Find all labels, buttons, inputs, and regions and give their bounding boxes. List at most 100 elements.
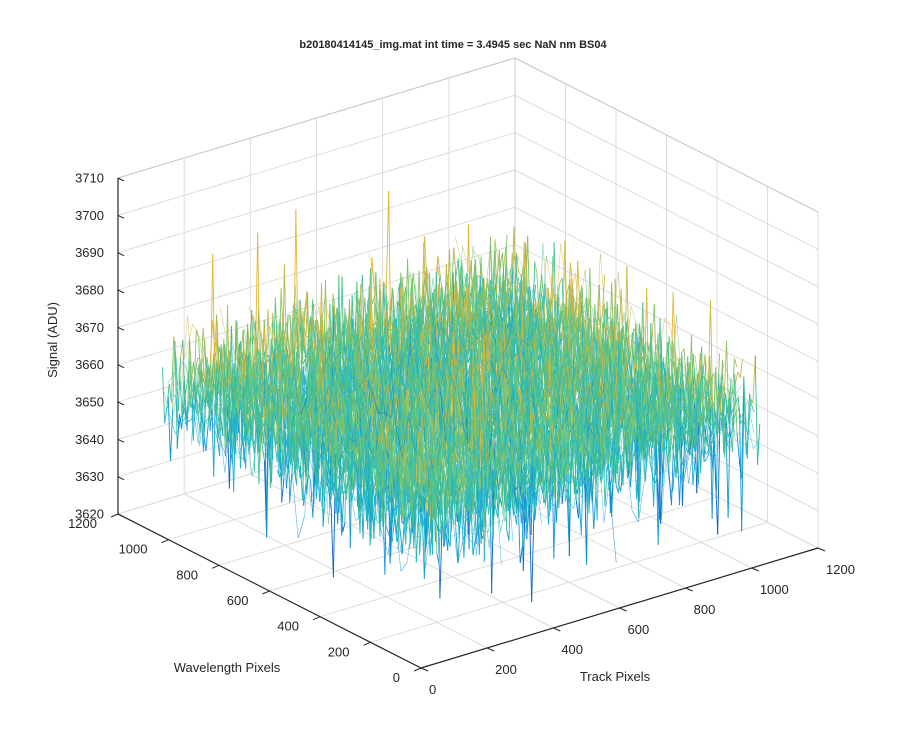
surface-segment [626, 357, 630, 390]
chart-title: b20180414145_img.mat int time = 3.4945 s… [299, 39, 607, 51]
surface-segment [526, 317, 530, 369]
surface-segment [503, 247, 507, 267]
surface-segment [179, 413, 183, 430]
surface-segment [334, 469, 338, 488]
surface-segment [185, 372, 189, 390]
surface-segment [351, 295, 355, 346]
surface-segment [461, 348, 466, 369]
surface-segment [353, 441, 357, 456]
surface-segment [455, 258, 459, 278]
surface-segment [437, 255, 441, 276]
surface-segment [451, 247, 455, 293]
surface-segment [424, 236, 428, 284]
surface-segment [172, 341, 176, 410]
surface-segment [631, 344, 635, 357]
surface-segment [280, 288, 284, 336]
box-edge [514, 57, 819, 213]
surface-segment [258, 394, 262, 407]
surface-segment [245, 355, 249, 469]
surface-segment [403, 319, 407, 354]
surface-segment [229, 444, 233, 465]
surface-segment [179, 369, 183, 416]
surface-segment [211, 357, 215, 392]
surface-segment [361, 484, 365, 507]
surface-segment [279, 405, 284, 446]
surface-segment [166, 383, 170, 407]
wall-gridline-z [514, 94, 819, 250]
surface-segment [280, 375, 284, 422]
surface-segment [412, 273, 416, 297]
surface-segment [513, 310, 518, 328]
surface-segment [527, 290, 531, 322]
surface-segment [354, 347, 358, 371]
surface-segment [182, 406, 186, 415]
surface-segment [510, 302, 514, 323]
signal-surface [161, 191, 761, 603]
surface-segment [499, 252, 503, 267]
surface-segment [231, 368, 235, 456]
surface-segment [615, 322, 620, 350]
surface-segment [580, 342, 584, 357]
surface-segment [183, 375, 187, 420]
wall-gridline-z [117, 169, 516, 291]
surface-segment [205, 424, 209, 451]
surface-segment [626, 265, 630, 359]
surface-segment [539, 371, 543, 381]
surface-segment [281, 478, 285, 503]
surface-segment [341, 490, 345, 536]
surface-segment [282, 320, 286, 343]
surface-segment [207, 404, 212, 422]
surface-segment [310, 480, 314, 518]
surface-segment [300, 305, 304, 365]
surface-segment [189, 418, 193, 421]
surface-segment [175, 357, 179, 412]
surface-segment [258, 396, 262, 484]
surface-segment [321, 448, 325, 472]
surface-segment [280, 381, 284, 388]
surface-segment [192, 361, 197, 387]
surface-segment [299, 466, 304, 501]
surface-segment [328, 491, 332, 507]
surface-segment [214, 321, 218, 387]
surface-segment [303, 484, 307, 506]
surface-segment [462, 296, 466, 320]
surface-segment [477, 275, 480, 277]
surface-segment [296, 409, 300, 452]
surface-segment [293, 469, 298, 486]
surface-segment [161, 367, 166, 424]
surface-segment [304, 292, 309, 359]
surface-segment [516, 326, 520, 346]
surface-segment [267, 383, 271, 488]
surface-segment [328, 325, 333, 346]
surface-segment [356, 423, 361, 433]
surface-segment [506, 292, 510, 302]
surface-segment [228, 382, 232, 450]
surface-segment [184, 406, 189, 425]
surface-segment [263, 460, 268, 538]
surface-segment [582, 311, 586, 322]
surface-segment [618, 329, 622, 376]
surface-segment [222, 376, 226, 457]
box-edge [117, 57, 516, 179]
surface-segment [233, 407, 237, 492]
surface-segment [523, 357, 527, 386]
surface-segment [208, 376, 213, 392]
surface-segment [537, 371, 541, 409]
surface-segment [203, 393, 207, 452]
surface-segment [251, 425, 255, 454]
surface-segment [281, 420, 285, 468]
surface-segment [196, 381, 200, 397]
surface-segment [328, 457, 332, 484]
surface-segment [366, 338, 370, 365]
surface-segment [175, 397, 179, 429]
surface-segment [385, 191, 390, 285]
surface-segment [300, 392, 305, 399]
surface-segment [447, 275, 451, 322]
surface-segment [342, 522, 346, 533]
surface-segment [187, 420, 191, 423]
surface-segment [362, 459, 366, 539]
surface-segment [412, 295, 416, 318]
surface-segment [256, 399, 260, 484]
surface-segment [607, 316, 611, 320]
surface-segment [604, 351, 608, 403]
